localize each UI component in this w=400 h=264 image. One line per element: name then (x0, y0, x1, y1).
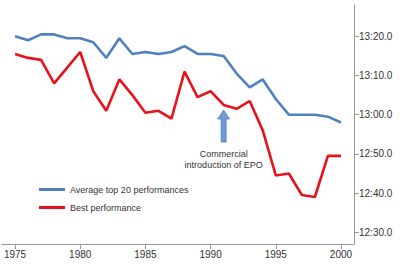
svg-text:1995: 1995 (265, 249, 288, 260)
svg-text:1990: 1990 (199, 249, 222, 260)
svg-text:2000: 2000 (330, 249, 353, 260)
svg-text:12:30.0: 12:30.0 (359, 227, 393, 238)
svg-text:12:40.0: 12:40.0 (359, 188, 393, 199)
svg-text:Commercial: Commercial (200, 149, 248, 159)
svg-text:13:00.0: 13:00.0 (359, 109, 393, 120)
svg-text:1975: 1975 (4, 249, 27, 260)
svg-text:13:20.0: 13:20.0 (359, 31, 393, 42)
svg-text:1985: 1985 (134, 249, 157, 260)
svg-text:1980: 1980 (69, 249, 92, 260)
svg-text:Best performance: Best performance (70, 203, 141, 213)
svg-text:Average top 20 performances: Average top 20 performances (70, 185, 189, 195)
svg-text:13:10.0: 13:10.0 (359, 70, 393, 81)
svg-text:12:50.0: 12:50.0 (359, 148, 393, 159)
svg-text:introduction of EPO: introduction of EPO (185, 160, 263, 170)
